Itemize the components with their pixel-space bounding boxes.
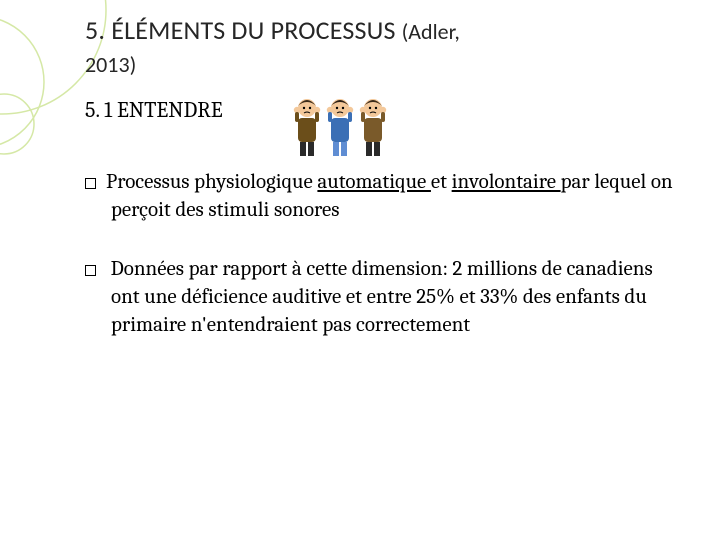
- bullet-square-icon: [85, 178, 96, 189]
- bullet-square-icon: [85, 265, 96, 276]
- hear-no-evil-clipart: [290, 88, 390, 158]
- title-main: 5. ÉLÉMENTS DU PROCESSUS: [85, 14, 396, 46]
- bullet-1: Processus physiologique automatique et i…: [85, 169, 685, 224]
- bullet-1-mid: et: [431, 170, 452, 194]
- clipart-person-3: [360, 99, 386, 156]
- bullet-1-underline-automatique: automatique: [317, 170, 431, 194]
- slide-title: 5. ÉLÉMENTS DU PROCESSUS (Adler,: [85, 14, 685, 47]
- clipart-person-1: [294, 99, 320, 156]
- slide-content: 5. ÉLÉMENTS DU PROCESSUS (Adler, 2013) 5…: [85, 14, 685, 372]
- bullet-2: Données par rapport à cette dimension: 2…: [85, 256, 685, 339]
- title-citation-open: (Adler,: [402, 18, 460, 45]
- body-text: Processus physiologique automatique et i…: [85, 169, 685, 340]
- title-citation-close: 2013): [85, 51, 136, 78]
- clipart-person-2: [327, 99, 353, 156]
- bullet-2-text: Données par rapport à cette dimension: 2…: [111, 257, 653, 336]
- bullet-1-pre: Processus physiologique: [106, 170, 317, 194]
- bullet-1-underline-involontaire: involontaire: [452, 170, 561, 194]
